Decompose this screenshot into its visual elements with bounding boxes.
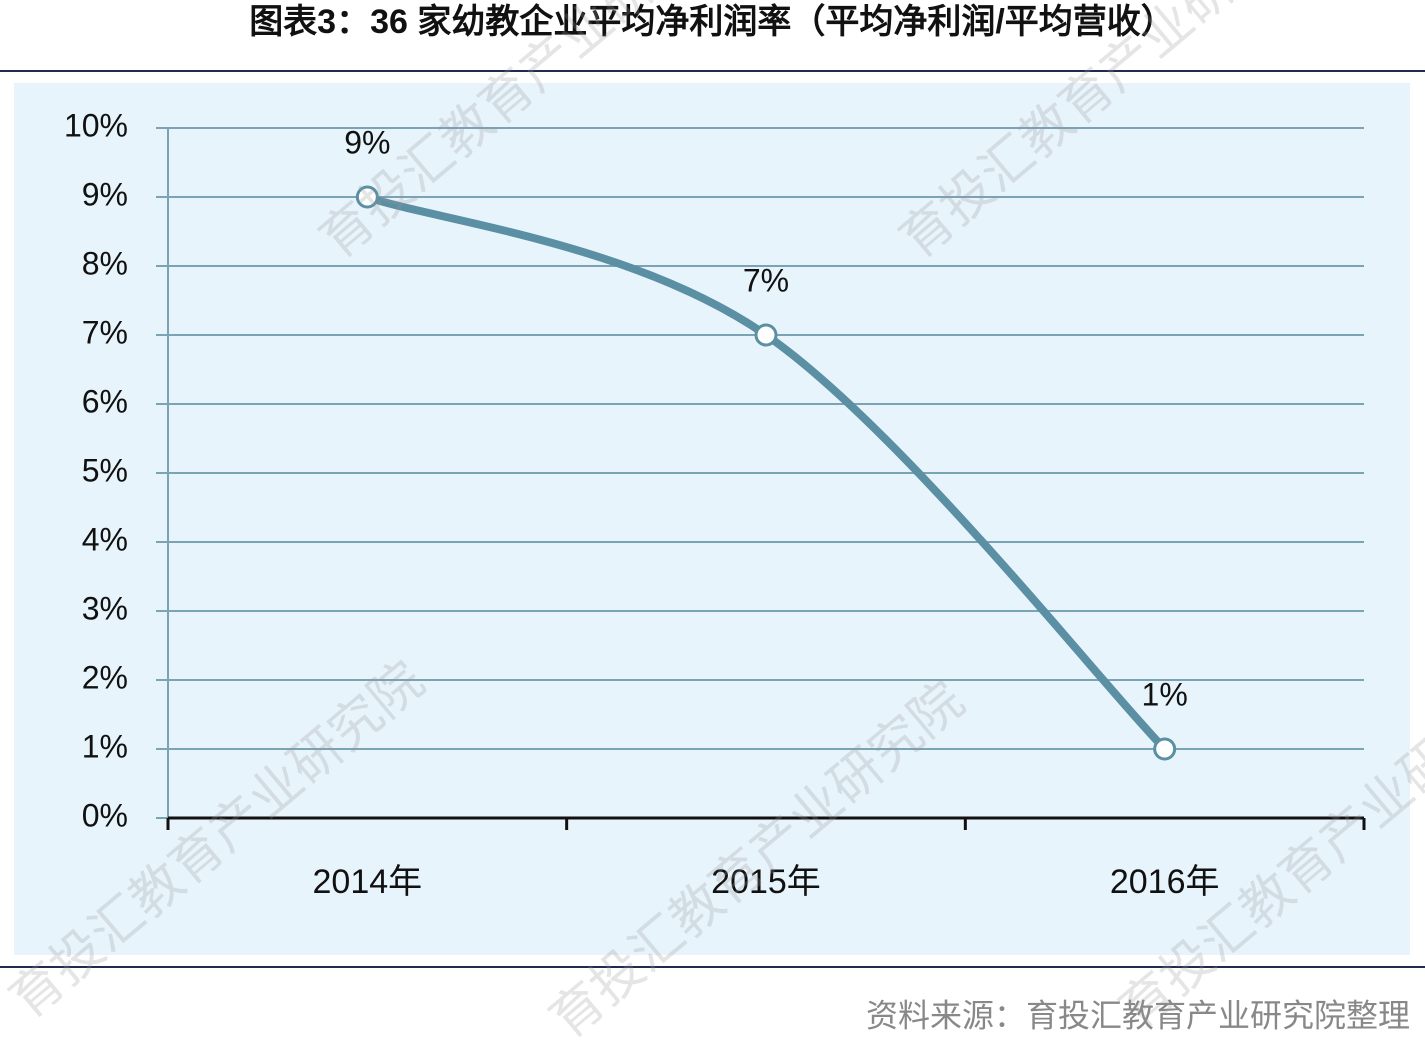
value-label: 9% [344,124,390,160]
point [1153,737,1177,761]
y-tick-label: 10% [64,107,128,143]
y-tick-label: 2% [82,659,128,695]
value-label: 7% [743,262,789,298]
x-tick-label: 2015年 [711,863,821,901]
point [355,185,379,209]
y-tick-label: 3% [82,590,128,626]
y-tick-label: 9% [82,176,128,212]
x-tick-label: 2014年 [313,863,423,901]
y-tick-label: 5% [82,452,128,488]
chart-title: 图表3：36 家幼教企业平均净利润率（平均净利润/平均营收） [249,2,1175,41]
y-tick-label: 0% [82,797,128,833]
point [754,323,778,347]
line-series [363,193,1169,753]
x-tick-label: 2016年 [1110,863,1220,901]
plot-background [14,83,1410,955]
y-tick-label: 1% [82,728,128,764]
value-label: 1% [1142,676,1188,712]
y-tick-label: 6% [82,383,128,419]
y-tick-label: 8% [82,245,128,281]
source-note: 资料来源：育投汇教育产业研究院整理 [866,997,1410,1033]
y-tick-label: 7% [82,314,128,350]
y-tick-label: 4% [82,521,128,557]
